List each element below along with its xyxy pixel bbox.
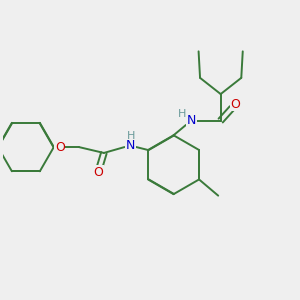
Text: H: H bbox=[178, 109, 187, 119]
Text: N: N bbox=[126, 139, 135, 152]
Text: O: O bbox=[93, 166, 103, 178]
Text: H: H bbox=[127, 131, 135, 141]
Text: O: O bbox=[230, 98, 240, 111]
Text: O: O bbox=[55, 141, 65, 154]
Text: N: N bbox=[187, 114, 196, 127]
